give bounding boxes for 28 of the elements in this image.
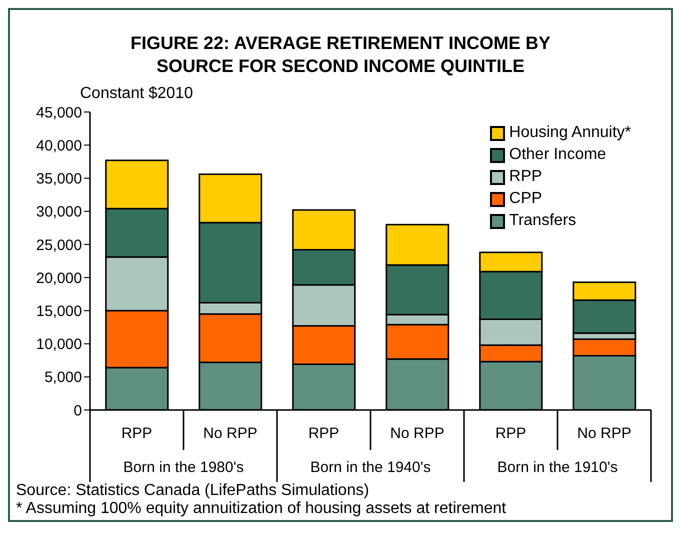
legend-label: Transfers (509, 211, 576, 231)
y-tick-label: 40,000 (36, 137, 82, 154)
legend-label: CPP (509, 189, 542, 209)
y-tick-label: 5,000 (44, 369, 82, 386)
y-tick-label: 45,000 (36, 104, 82, 122)
text: Born in the 1940's (310, 459, 431, 476)
source-note: Source: Statistics Canada (LifePaths Simulations) (15, 482, 370, 500)
x-tick-label: No RPP (390, 425, 444, 442)
y-tick-label: 10,000 (36, 336, 82, 354)
x-tick-label: No RPP (577, 425, 632, 442)
y-tick-label: 30,000 (36, 204, 82, 221)
text: Born in the 1980's (123, 459, 244, 476)
legend-label: Housing Annuity* (509, 123, 631, 143)
y-tick-label: 15,000 (36, 302, 82, 320)
chart-title: FIGURE 22: AVERAGE RETIREMENT INCOME BY SOURCE FOR SECOND INCOME QUINTILE (129, 32, 552, 78)
x-tick-label: RPP (308, 425, 340, 442)
legend-label: RPP (509, 167, 542, 187)
x-tick-label: RPP (121, 425, 152, 442)
y-tick-label: 0 (74, 402, 82, 420)
y-tick-label: 20,000 (36, 270, 82, 287)
x-tick-label: No RPP (203, 425, 258, 442)
y-tick-label: 35,000 (36, 170, 82, 188)
text: Born in the 1910's (497, 459, 618, 476)
text: * Assuming 100% equity annuitization of housing assets at retirement (15, 500, 508, 518)
y-axis-title: Constant $2010 (80, 85, 194, 102)
x-tick-label: RPP (495, 425, 526, 442)
y-tick-label: 25,000 (36, 236, 82, 254)
legend-label: Other Income (509, 145, 606, 165)
